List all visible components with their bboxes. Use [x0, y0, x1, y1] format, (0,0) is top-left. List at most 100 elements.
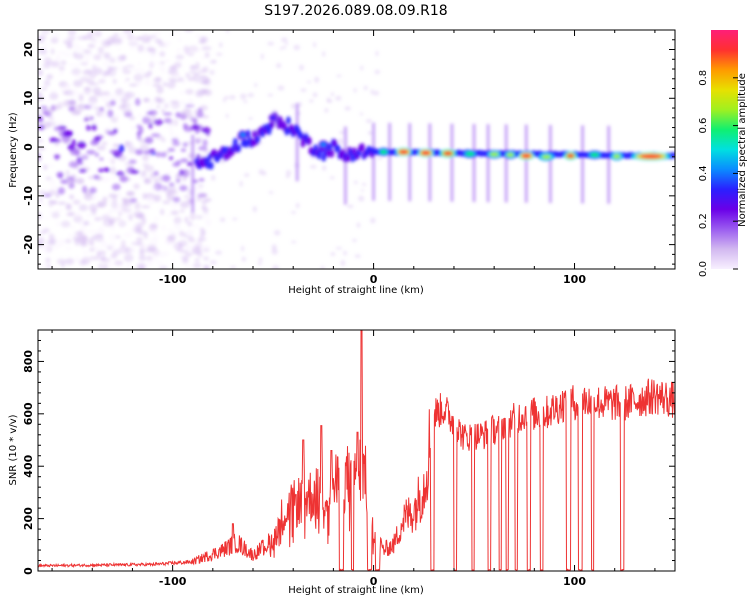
spectrogram-noise: [203, 256, 210, 261]
spectrogram-noise: [154, 177, 159, 184]
spectrogram-noise: [129, 227, 138, 232]
spectrogram-noise: [196, 75, 207, 79]
spectrogram-noise: [170, 210, 179, 216]
spectrogram-noise: [162, 82, 168, 87]
spectrogram-noise: [83, 49, 92, 54]
spectrogram-noise: [156, 260, 164, 265]
spectrogram-noise: [131, 67, 139, 73]
spectrogram-noise: [180, 148, 187, 152]
colorbar-tick-label: 0.4: [698, 165, 709, 181]
spectrogram-noise: [42, 40, 49, 45]
spectrogram-noise: [129, 35, 138, 44]
spectrogram-peak: [399, 149, 409, 154]
spectrogram-noise: [183, 107, 190, 114]
spectrogram-noise: [153, 119, 164, 126]
spectrogram-noise: [149, 172, 156, 179]
spectrogram-noise: [88, 175, 95, 180]
spectrogram-noise: [55, 139, 62, 143]
spectrogram-noise: [128, 83, 138, 87]
spectrogram-noise: [193, 118, 198, 125]
spectrogram-noise: [47, 209, 53, 215]
spectrogram-noise: [38, 236, 45, 244]
spectrogram-noise: [166, 212, 171, 218]
spectrogram-noise: [122, 66, 128, 70]
spectrogram-noise: [148, 122, 153, 129]
spectrogram-noise: [89, 116, 94, 121]
spectrogram-noise: [38, 190, 47, 195]
spectrogram-noise: [107, 261, 114, 269]
spectrogram-noise: [353, 88, 357, 93]
spectrogram-noise: [118, 248, 125, 253]
spectrogram-noise: [94, 216, 102, 221]
spectrogram-noise: [49, 88, 58, 93]
spectrogram-noise: [38, 111, 42, 117]
spectrogram-noise: [90, 140, 99, 146]
spectrogram-noise: [297, 101, 302, 108]
spectrogram-noise: [68, 161, 79, 168]
spectrogram-noise: [202, 114, 210, 119]
spectrogram-noise: [148, 228, 157, 235]
spectrogram-noise: [232, 217, 238, 221]
spectrogram-noise: [285, 41, 289, 45]
spectrogram-noise: [121, 197, 128, 203]
spectrogram-noise: [45, 257, 51, 264]
spectrogram-noise: [202, 211, 210, 220]
spectrogram-noise: [88, 203, 98, 212]
spectrogram-noise: [203, 266, 211, 269]
spectrogram-noise: [179, 208, 185, 213]
spectrogram-noise: [148, 50, 157, 59]
spectrogram-noise: [38, 225, 44, 229]
spectrogram-noise: [156, 104, 161, 109]
spectrogram-peak: [240, 132, 246, 137]
spectrogram-ridge: [269, 120, 275, 129]
spectrogram-noise: [115, 235, 121, 239]
spectrogram-noise: [139, 173, 148, 180]
spectrogram-noise: [142, 50, 147, 55]
spectrogram-noise: [46, 73, 54, 80]
spectrogram-noise: [72, 235, 81, 242]
spectrogram-noise: [117, 55, 126, 62]
spectrogram-noise: [112, 249, 121, 256]
spectrogram-noise: [101, 72, 108, 77]
spectrogram-noise: [79, 154, 90, 158]
spectrogram-noise: [112, 143, 120, 148]
spectrogram-noise: [58, 124, 63, 132]
spectrogram-noise: [90, 38, 97, 42]
spectrogram-noise: [60, 85, 66, 93]
spectrogram-noise: [184, 113, 194, 120]
spectrogram-noise: [151, 254, 158, 262]
snr-trace-layer: [38, 330, 675, 571]
spectrogram-noise: [110, 166, 116, 175]
spectrogram-noise: [43, 44, 54, 48]
spectrogram-peak: [566, 153, 575, 158]
spectrogram-peak: [421, 150, 431, 155]
spectrogram-noise: [376, 157, 383, 160]
spectrogram-noise: [321, 51, 326, 57]
spectrogram-noise: [338, 138, 344, 145]
spectrogram-noise: [330, 92, 335, 97]
spectrogram-noise: [252, 206, 258, 213]
spectrogram-noise: [126, 191, 135, 197]
spectrogram-noise: [222, 98, 227, 103]
snr-ytick-label: 400: [22, 454, 35, 477]
spectrogram-noise: [185, 72, 191, 78]
spectrogram-noise: [132, 221, 140, 227]
spectrogram-noise: [78, 204, 88, 212]
spectrogram-noise: [98, 263, 103, 269]
spectrogram-noise: [68, 62, 75, 67]
spectrogram-noise: [43, 57, 52, 64]
spectrogram-noise: [170, 79, 179, 83]
spectrogram-noise: [143, 178, 153, 185]
spectrogram-noise: [198, 177, 205, 182]
spectrogram-noise: [136, 68, 146, 75]
spectrogram-noise: [98, 225, 104, 234]
spectrogram-noise: [57, 187, 66, 195]
spectrogram-noise: [200, 55, 206, 60]
snr-xtick-label: -100: [159, 575, 187, 588]
spectrogram-noise: [93, 54, 102, 61]
spectrogram-noise: [102, 60, 110, 68]
spectrogram-noise: [161, 224, 167, 232]
spectrogram-noise: [137, 61, 142, 66]
spectrogram-noise: [198, 68, 206, 75]
